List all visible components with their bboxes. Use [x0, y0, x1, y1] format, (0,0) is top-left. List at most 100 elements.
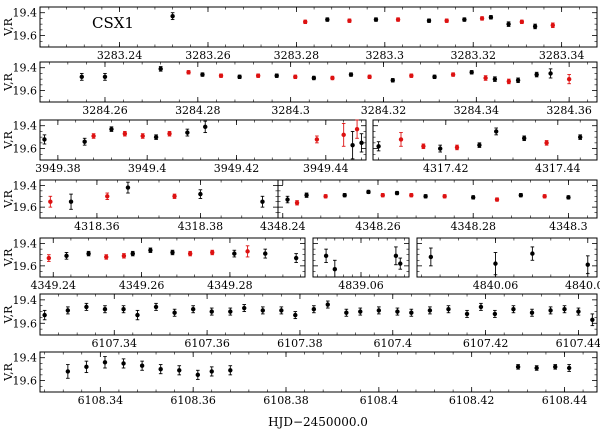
data-point-V: [398, 261, 403, 266]
x-tick-label: 4840.08: [565, 279, 600, 292]
data-point-V: [578, 134, 583, 140]
data-point-V: [285, 197, 290, 202]
data-point-V: [548, 71, 553, 76]
y-tick-label: 19.6: [13, 85, 38, 98]
data-point-R: [91, 133, 96, 139]
data-point-R: [293, 74, 298, 80]
data-point-V: [109, 126, 114, 132]
x-tick-label: 3283.24: [97, 49, 143, 62]
x-tick-label: 4840.06: [473, 279, 519, 292]
data-point-V: [242, 305, 247, 311]
x-tick-label: 3284.28: [175, 104, 221, 117]
data-point-R: [245, 249, 250, 254]
data-point-V: [323, 253, 329, 259]
panel-frame: [416, 237, 598, 278]
data-point-V: [102, 360, 108, 365]
panel-frame: [39, 6, 598, 48]
data-point-V: [153, 134, 159, 140]
data-point-R: [421, 144, 426, 149]
data-point-V: [304, 193, 309, 198]
x-tick-label: 6107.36: [184, 337, 230, 350]
data-point-V: [293, 312, 298, 318]
data-point-R: [303, 19, 308, 25]
x-tick-label: 3284.3: [271, 104, 310, 117]
data-point-V: [311, 75, 317, 81]
x-tick-label: 6107.42: [463, 337, 509, 350]
data-point-R: [519, 19, 525, 25]
data-point-R: [210, 250, 215, 255]
x-tick-label: 3949.44: [303, 162, 349, 175]
panel-frame: [39, 61, 598, 103]
data-point-V: [185, 130, 190, 135]
data-point-R: [104, 254, 109, 260]
data-point-R: [395, 17, 401, 22]
y-tick-label: 19.6: [13, 30, 38, 43]
data-point-V: [350, 142, 355, 148]
data-point-V: [121, 361, 126, 366]
data-point-V: [376, 308, 382, 313]
data-point-V: [274, 73, 279, 78]
panel-row3-right: 4317.42 4317.44: [372, 119, 598, 175]
panel-frame: [372, 119, 598, 161]
data-point-R: [542, 194, 547, 199]
data-point-V: [158, 66, 163, 72]
data-point-R: [506, 79, 512, 84]
x-tick-label: 4317.42: [423, 162, 469, 175]
data-point-V: [195, 372, 201, 378]
panel-row3-left: 3949.38 3949.4 3949.42 3949.44 19.4 19.6V,R: [2, 119, 367, 175]
data-point-V: [366, 189, 371, 195]
data-point-R: [494, 197, 500, 202]
panel-row5-right: 4840.06 4840.08: [416, 237, 600, 292]
x-tick-label: 6108.36: [170, 394, 216, 407]
data-point-R: [409, 73, 414, 78]
panel-frame: [39, 179, 279, 219]
data-point-R: [442, 194, 447, 199]
data-point-V: [488, 15, 494, 20]
data-point-V: [86, 251, 91, 256]
data-point-V: [325, 17, 330, 22]
data-point-V: [228, 309, 233, 314]
x-tick-label: 6108.44: [542, 394, 588, 407]
panel-row6: 6107.34 6107.36 6107.38 6107.4 6107.42 6107.4…: [2, 293, 600, 350]
data-point-V: [65, 308, 71, 313]
data-point-V: [427, 308, 433, 313]
y-tick-label: 19.6: [13, 260, 38, 273]
data-point-V: [469, 70, 474, 75]
data-point-R: [172, 194, 177, 199]
y-tick-label: 19.6: [13, 143, 38, 156]
data-point-V: [462, 17, 467, 22]
y-tick-label: 19.4: [13, 352, 38, 365]
data-point-V: [260, 308, 265, 313]
data-point-V: [158, 366, 163, 372]
data-point-V: [311, 307, 317, 312]
data-point-R: [48, 199, 53, 204]
y-axis-label: V,R: [2, 17, 15, 37]
x-tick-label: 4349.24: [31, 279, 77, 292]
data-point-R: [444, 18, 449, 23]
x-tick-label: 4348.26: [355, 220, 401, 233]
data-point-V: [342, 193, 347, 198]
data-point-V: [65, 369, 71, 374]
data-point-V: [209, 369, 214, 374]
data-point-R: [450, 72, 456, 77]
data-point-R: [550, 23, 555, 28]
data-point-V: [203, 124, 208, 130]
data-point-V: [511, 307, 516, 312]
data-point-V: [394, 190, 400, 196]
data-point-V: [325, 302, 330, 307]
data-point-V: [153, 304, 159, 310]
data-point-V: [534, 72, 539, 77]
panel-row1: 3283.24 3283.26 3283.28 3283.3 3283.32 3283.3…: [2, 6, 598, 62]
data-point-V: [553, 364, 558, 370]
data-point-R: [483, 75, 488, 81]
data-point-V: [139, 363, 145, 368]
data-point-V: [478, 304, 484, 310]
data-point-R: [294, 200, 300, 205]
x-tick-label: 4318.36: [74, 220, 120, 233]
x-tick-label: 3949.4: [128, 162, 167, 175]
data-point-V: [438, 146, 443, 151]
data-point-V: [518, 193, 524, 198]
data-point-V: [102, 307, 108, 312]
panels-group: 3283.24 3283.26 3283.28 3283.3 3283.32 3283.3…: [2, 6, 600, 407]
